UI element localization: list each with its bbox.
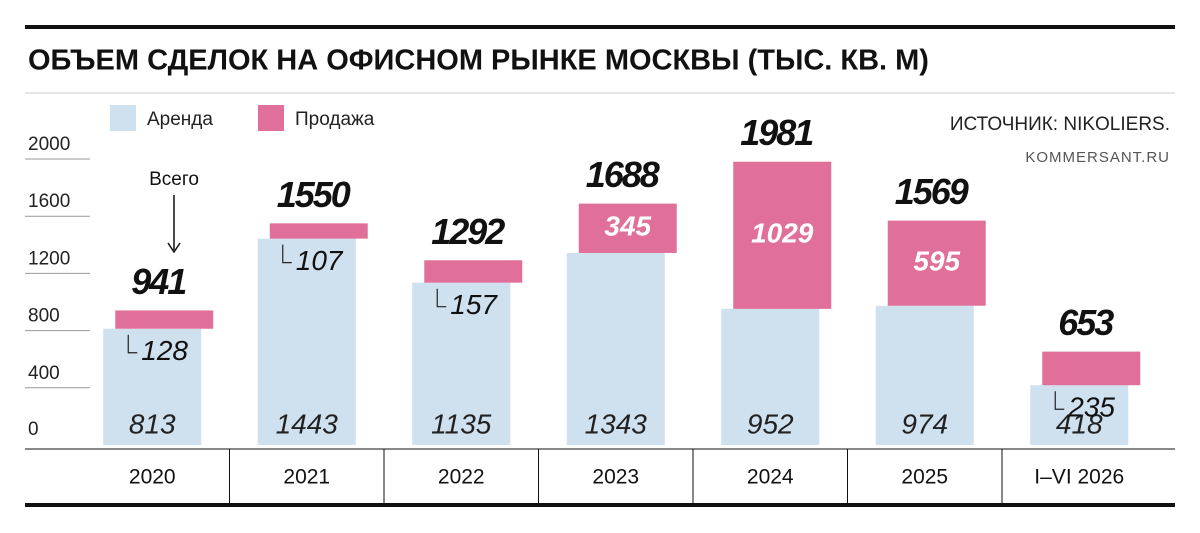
value-leader (436, 288, 447, 308)
y-tick-label: 800 (28, 306, 60, 327)
value-label: 107 (296, 245, 344, 276)
y-tick-label: 2000 (28, 134, 70, 155)
legend-label: Аренда (147, 109, 213, 130)
bar-segment (115, 310, 214, 329)
y-tick-label: 1600 (28, 191, 70, 212)
bar-segment (566, 252, 665, 445)
bar-segment (1042, 351, 1141, 386)
value-leader (1054, 391, 1065, 410)
bar-segment (1030, 385, 1129, 445)
legend-swatch (110, 105, 136, 131)
x-tick-label: 2022 (438, 466, 485, 489)
value-label: 974 (901, 408, 948, 439)
y-tick-label: 1200 (28, 248, 70, 269)
value-label: 157 (450, 289, 498, 320)
value-label: 1443 (276, 408, 339, 439)
value-label: 345 (604, 211, 651, 242)
total-label: 1688 (586, 154, 660, 195)
value-label: 128 (141, 335, 188, 366)
x-tick-label: I–VI 2026 (1034, 466, 1124, 489)
total-label: 1569 (895, 171, 969, 212)
value-label: 1343 (585, 408, 648, 439)
value-leader (127, 334, 138, 354)
value-label: 418 (1056, 408, 1103, 439)
x-tick-label: 2023 (592, 466, 639, 489)
annotation: Всего (149, 169, 199, 190)
total-label: 1981 (740, 112, 813, 153)
bar-segment (875, 305, 974, 445)
value-leader (282, 244, 292, 264)
bar-segment (424, 260, 523, 283)
legend-label: Продажа (295, 109, 375, 130)
value-label: 235 (1067, 392, 1115, 423)
value-label: 595 (913, 246, 960, 277)
total-label: 941 (131, 261, 186, 302)
legend-swatch (258, 105, 284, 131)
chart-title: ОБЪЕМ СДЕЛОК НА ОФИСНОМ РЫНКЕ МОСКВЫ (ТЫ… (28, 45, 929, 77)
total-label: 1292 (431, 211, 505, 252)
bar-segment (103, 328, 202, 445)
value-label: 1029 (751, 218, 814, 249)
bar-segment (733, 161, 832, 309)
x-tick-label: 2025 (901, 466, 948, 489)
bar-segment (269, 223, 368, 239)
bar-segment (887, 220, 986, 306)
value-label: 813 (129, 408, 176, 439)
annotation-arrow-head (167, 242, 181, 254)
total-label: 1550 (277, 174, 351, 215)
x-tick-label: 2020 (129, 466, 176, 489)
y-tick-label: 0 (28, 419, 39, 440)
value-label: 1135 (431, 408, 492, 439)
bar-segment (412, 282, 511, 445)
bar-segment (578, 203, 677, 253)
source: ИСТОЧНИК: NIKOLIERS. (950, 114, 1170, 135)
value-label: 952 (747, 408, 794, 439)
x-tick-label: 2021 (283, 466, 330, 489)
x-tick-label: 2024 (747, 466, 794, 489)
bar-segment (721, 308, 820, 445)
y-tick-label: 400 (28, 363, 60, 384)
credit: KOMMERSANT.RU (1025, 149, 1170, 166)
bar-segment (257, 238, 356, 445)
total-label: 653 (1058, 302, 1114, 343)
